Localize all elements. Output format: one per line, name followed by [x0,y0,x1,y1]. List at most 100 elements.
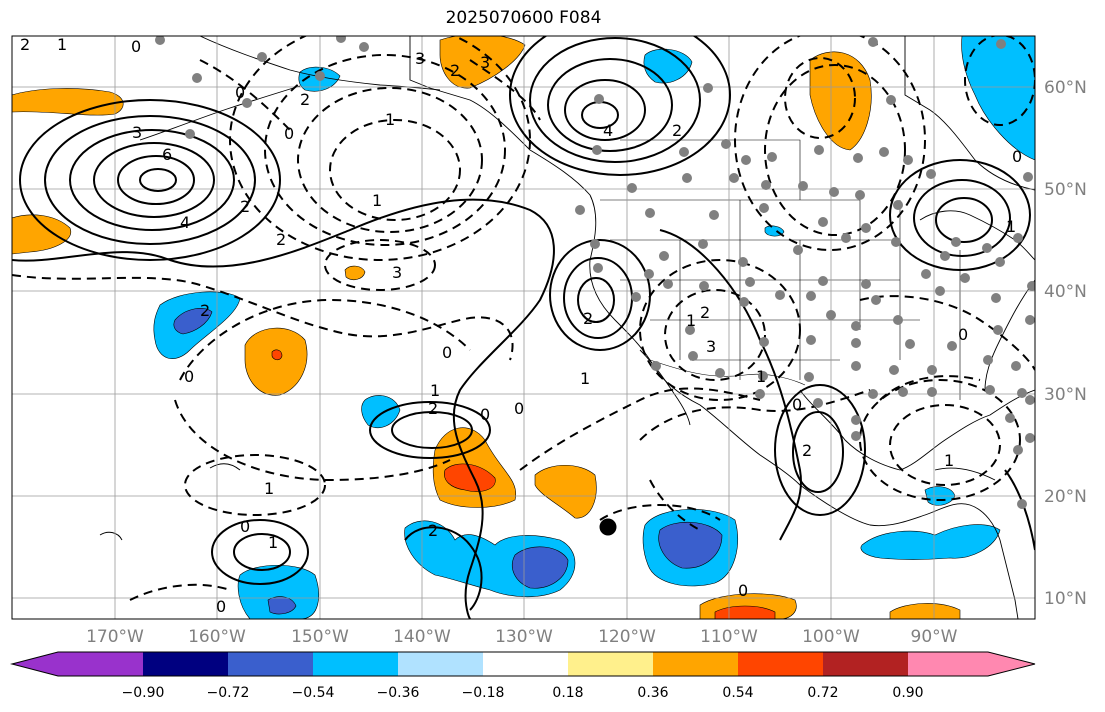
contour-label: 0 [738,581,748,600]
contour-labels: 2 1 0 3 2 3 0 1 2 3 4 2 6 4 2 1 0 2 3 2 … [20,35,1022,616]
contour-label: 3 [415,49,425,68]
colorbar-segment [398,652,484,676]
colorbar-segment [143,652,229,676]
anomaly-fill [511,546,569,589]
contour-label: 3 [392,263,402,282]
lon-label: 100°W [802,627,860,647]
map-title: 2025070600 F084 [445,8,602,28]
contour-label: 0 [284,124,294,143]
contour-label: 0 [240,517,250,536]
anomaly-fills [12,36,1035,619]
colorbar-segment [483,652,569,676]
coastline-north-america [409,36,1019,619]
colorbar-label: −0.18 [462,685,505,701]
contour-label: 2 [200,301,210,320]
colorbar: −0.90 −0.72 −0.54 −0.36 −0.18 0.18 0.36 … [10,651,1036,701]
contour-label: 2 [20,35,30,54]
coastline-hawaii [99,463,241,541]
contour-label: 2 [240,197,250,216]
contour-label: 0 [442,343,452,362]
contour-label: 1 [686,311,696,330]
colorbar-segment [738,652,824,676]
contour-label: 1 [1006,217,1016,236]
contour-label: 1 [372,191,382,210]
contour-label: 3 [706,337,716,356]
coastline-gulf [799,389,1035,471]
lon-label: 160°W [188,627,246,647]
colorbar-extend-right [988,652,1035,676]
lon-label: 170°W [86,627,144,647]
colorbar-segment [568,652,654,676]
coastline-hudson [904,36,1035,191]
coastline-east [984,279,1035,391]
lon-label: 150°W [291,627,349,647]
lon-label: 120°W [598,627,656,647]
contour-label: 0 [184,367,194,386]
anomaly-fill [173,307,213,335]
contour-label: 0 [235,83,245,102]
colorbar-segment [908,652,988,676]
colorbar-segment [823,652,909,676]
contour-label: 0 [131,37,141,56]
anomaly-fill [889,603,961,619]
colorbar-label: 0.18 [552,685,583,701]
anomaly-fill [244,327,308,396]
contour-label: 0 [216,597,226,616]
anomaly-fill [271,349,283,361]
station-markers [155,36,1035,509]
anomaly-fill [439,36,526,89]
contour-label: 2 [300,90,310,109]
colorbar-label: −0.72 [207,685,250,701]
contour-label: 2 [428,521,438,540]
contour-label: 2 [428,399,438,418]
lon-label: 90°W [911,627,958,647]
coastline-cuba [934,467,996,481]
colorbar-outline [10,651,1036,677]
contour-label: 2 [450,61,460,80]
colorbar-segment [58,652,144,676]
anomaly-fill [809,51,872,151]
contour-label: 4 [180,213,190,232]
lat-label: 60°N [1044,78,1087,98]
contour-label: 0 [958,325,968,344]
contour-label: 1 [580,369,590,388]
colorbar-label: 0.90 [892,685,923,701]
contour-label: 6 [162,145,172,164]
coastlines [99,36,1035,619]
anomaly-fill [658,521,723,569]
lat-label: 30°N [1044,385,1087,405]
contour-label: 2 [802,441,812,460]
lon-label: 110°W [700,627,758,647]
anomaly-fill [267,596,297,615]
contour-label: 0 [792,395,802,414]
contour-label: 1 [944,451,954,470]
target-marker [599,518,617,536]
contour-label: 2 [583,309,593,328]
anomaly-fill [534,465,597,519]
colorbar-segment [228,652,314,676]
contour-label: 3 [480,53,490,72]
colorbar-label: −0.36 [377,685,420,701]
anomaly-fill [237,564,319,619]
contour-label: 1 [264,479,274,498]
anomaly-fill [860,524,1001,560]
contour-label: 2 [700,303,710,322]
graticule [12,36,1035,619]
contours-negative [12,36,1035,601]
map-frame [11,35,1036,620]
state-borders [600,139,961,400]
contour-label: 1 [57,35,67,54]
lon-label: 130°W [495,627,553,647]
colorbar-label: 0.72 [807,685,838,701]
lat-label: 50°N [1044,180,1087,200]
contour-label: 0 [514,399,524,418]
contour-label: 2 [672,121,682,140]
colorbar-label: 0.36 [637,685,668,701]
anomaly-fill [12,214,72,255]
colorbar-segment [313,652,399,676]
lat-label: 20°N [1044,487,1087,507]
anomaly-fill [961,36,1035,161]
colorbar-segment [653,652,739,676]
anomaly-fill [12,88,124,116]
colorbar-label: −0.90 [122,685,165,701]
